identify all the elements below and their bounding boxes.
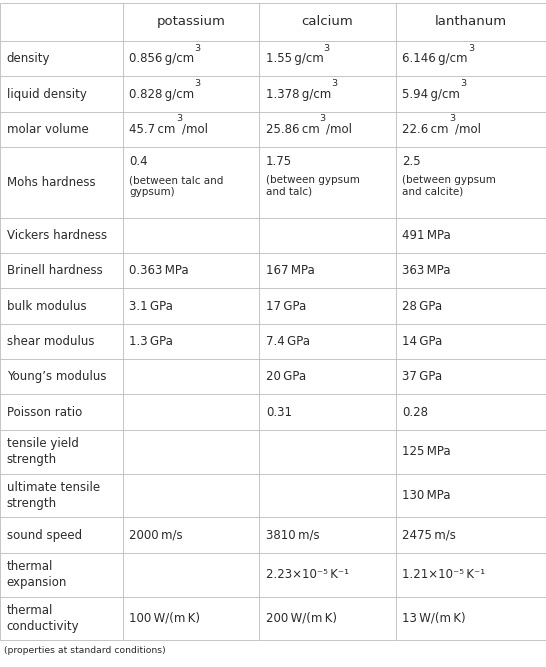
Text: shear modulus: shear modulus — [7, 335, 94, 348]
Text: 28 GPa: 28 GPa — [402, 299, 442, 313]
Text: 200 W/(m K): 200 W/(m K) — [266, 612, 337, 625]
Text: ultimate tensile
strength: ultimate tensile strength — [7, 481, 100, 510]
Text: 5.94 g/cm: 5.94 g/cm — [402, 87, 460, 101]
Text: molar volume: molar volume — [7, 123, 88, 136]
Text: 1.75: 1.75 — [266, 155, 292, 167]
Text: /mol: /mol — [455, 123, 481, 136]
Text: 3: 3 — [194, 79, 200, 88]
Text: 7.4 GPa: 7.4 GPa — [266, 335, 310, 348]
Text: 2.5: 2.5 — [402, 155, 421, 167]
Text: 130 MPa: 130 MPa — [402, 489, 451, 502]
Text: 6.146 g/cm: 6.146 g/cm — [402, 52, 468, 65]
Text: sound speed: sound speed — [7, 528, 82, 542]
Text: 0.856 g/cm: 0.856 g/cm — [129, 52, 194, 65]
Text: 3: 3 — [194, 43, 200, 53]
Text: 100 W/(m K): 100 W/(m K) — [129, 612, 200, 625]
Text: 1.378 g/cm: 1.378 g/cm — [266, 87, 331, 101]
Text: thermal
expansion: thermal expansion — [7, 560, 67, 589]
Text: Poisson ratio: Poisson ratio — [7, 406, 82, 419]
Text: thermal
conductivity: thermal conductivity — [7, 604, 79, 633]
Text: 3: 3 — [319, 114, 326, 123]
Text: calcium: calcium — [302, 15, 353, 29]
Text: 3: 3 — [468, 43, 474, 53]
Text: 363 MPa: 363 MPa — [402, 264, 451, 277]
Text: 0.28: 0.28 — [402, 406, 429, 419]
Text: 3: 3 — [331, 79, 337, 88]
Text: 167 MPa: 167 MPa — [266, 264, 314, 277]
Text: (between gypsum
and talc): (between gypsum and talc) — [266, 175, 360, 197]
Text: 3: 3 — [449, 114, 455, 123]
Text: 22.6 cm: 22.6 cm — [402, 123, 449, 136]
Text: potassium: potassium — [157, 15, 225, 29]
Text: (between gypsum
and calcite): (between gypsum and calcite) — [402, 175, 496, 197]
Text: (properties at standard conditions): (properties at standard conditions) — [4, 646, 166, 654]
Text: 13 W/(m K): 13 W/(m K) — [402, 612, 466, 625]
Text: (between talc and
gypsum): (between talc and gypsum) — [129, 175, 224, 197]
Text: 20 GPa: 20 GPa — [266, 370, 306, 384]
Text: 17 GPa: 17 GPa — [266, 299, 306, 313]
Text: tensile yield
strength: tensile yield strength — [7, 437, 79, 466]
Text: 0.363 MPa: 0.363 MPa — [129, 264, 189, 277]
Text: liquid density: liquid density — [7, 87, 86, 101]
Text: 0.828 g/cm: 0.828 g/cm — [129, 87, 194, 101]
Text: lanthanum: lanthanum — [435, 15, 507, 29]
Text: 0.4: 0.4 — [129, 155, 148, 167]
Text: 3: 3 — [176, 114, 182, 123]
Text: 491 MPa: 491 MPa — [402, 229, 451, 242]
Text: density: density — [7, 52, 50, 65]
Text: 125 MPa: 125 MPa — [402, 445, 451, 458]
Text: 14 GPa: 14 GPa — [402, 335, 443, 348]
Text: 25.86 cm: 25.86 cm — [266, 123, 319, 136]
Text: Young’s modulus: Young’s modulus — [7, 370, 106, 384]
Text: 2.23×10⁻⁵ K⁻¹: 2.23×10⁻⁵ K⁻¹ — [266, 568, 349, 581]
Text: 3: 3 — [324, 43, 330, 53]
Text: Mohs hardness: Mohs hardness — [7, 176, 95, 189]
Text: 1.3 GPa: 1.3 GPa — [129, 335, 173, 348]
Text: Brinell hardness: Brinell hardness — [7, 264, 102, 277]
Text: 3.1 GPa: 3.1 GPa — [129, 299, 173, 313]
Text: /mol: /mol — [182, 123, 208, 136]
Text: /mol: /mol — [326, 123, 352, 136]
Text: Vickers hardness: Vickers hardness — [7, 229, 106, 242]
Text: 3: 3 — [460, 79, 466, 88]
Text: 1.21×10⁻⁵ K⁻¹: 1.21×10⁻⁵ K⁻¹ — [402, 568, 485, 581]
Text: 45.7 cm: 45.7 cm — [129, 123, 176, 136]
Text: 3810 m/s: 3810 m/s — [266, 528, 319, 542]
Text: 37 GPa: 37 GPa — [402, 370, 442, 384]
Text: 0.31: 0.31 — [266, 406, 292, 419]
Text: bulk modulus: bulk modulus — [7, 299, 86, 313]
Text: 1.55 g/cm: 1.55 g/cm — [266, 52, 324, 65]
Text: 2000 m/s: 2000 m/s — [129, 528, 183, 542]
Text: 2475 m/s: 2475 m/s — [402, 528, 456, 542]
